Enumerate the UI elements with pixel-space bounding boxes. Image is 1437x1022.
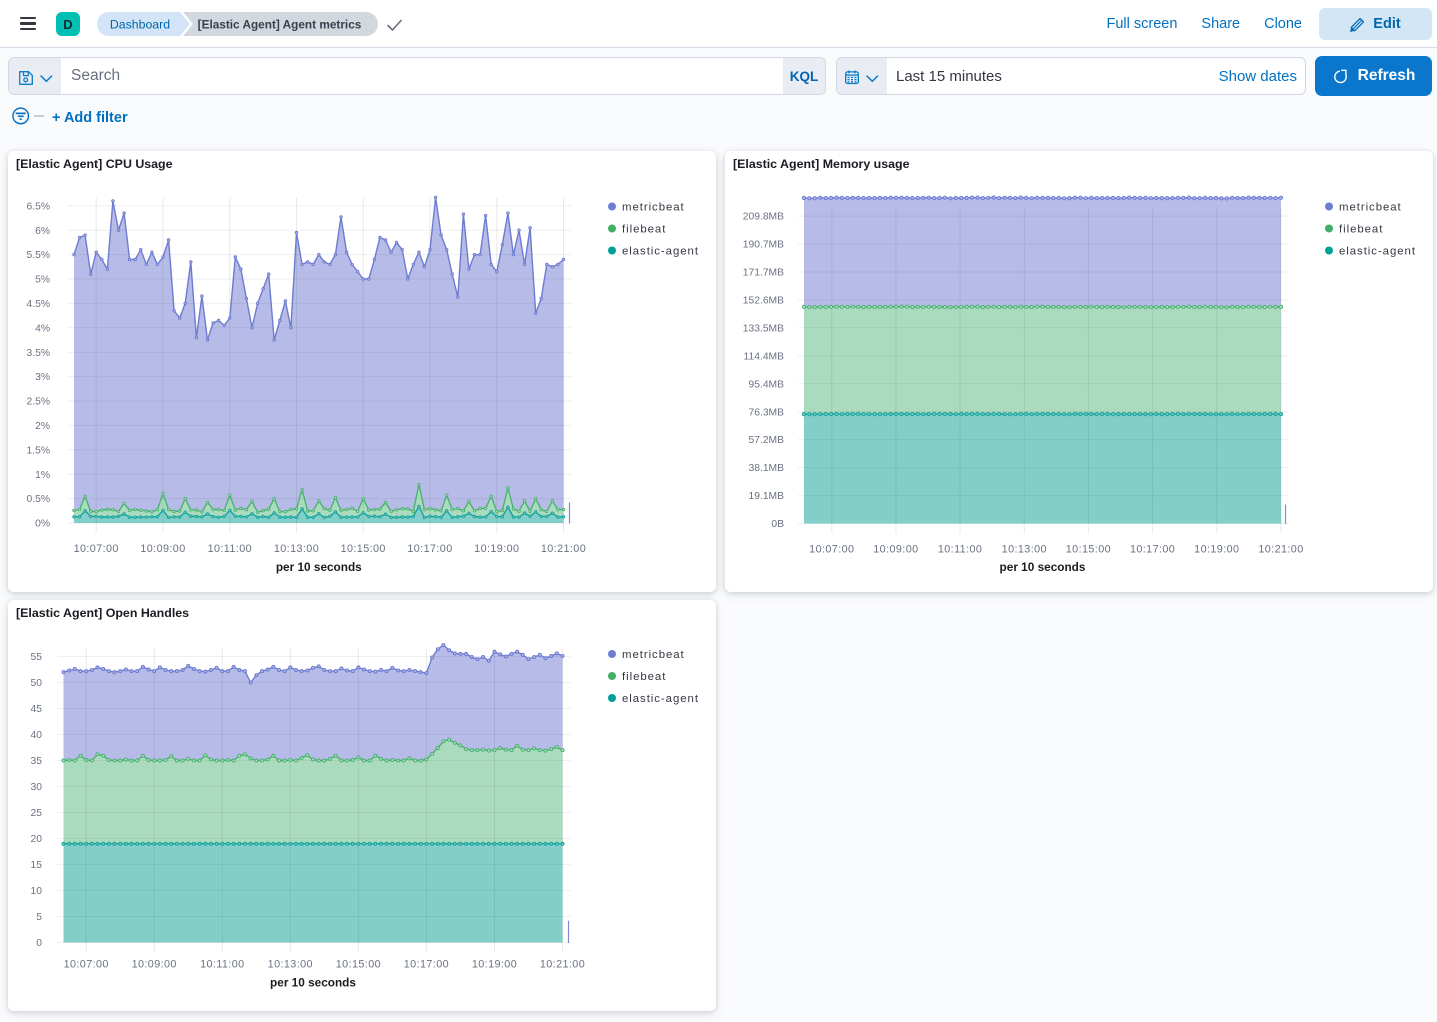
svg-text:0B: 0B — [771, 519, 784, 530]
svg-text:filebeat: filebeat — [1339, 224, 1383, 236]
svg-text:10:11:00: 10:11:00 — [200, 959, 244, 971]
svg-text:10:17:00: 10:17:00 — [404, 959, 449, 971]
svg-text:4%: 4% — [35, 323, 50, 334]
svg-text:10:13:00: 10:13:00 — [1002, 544, 1047, 556]
svg-text:133.5MB: 133.5MB — [743, 323, 784, 334]
svg-text:10:21:00: 10:21:00 — [541, 543, 586, 555]
svg-text:10: 10 — [31, 886, 43, 897]
svg-text:10:11:00: 10:11:00 — [938, 544, 982, 556]
svg-text:10:11:00: 10:11:00 — [208, 543, 252, 555]
svg-text:3%: 3% — [35, 372, 50, 383]
svg-text:40: 40 — [31, 730, 43, 741]
svg-text:6.5%: 6.5% — [27, 201, 50, 212]
svg-text:filebeat: filebeat — [622, 671, 666, 683]
svg-text:152.6MB: 152.6MB — [743, 296, 784, 307]
svg-text:[Elastic Agent] Open Handles: [Elastic Agent] Open Handles — [16, 606, 189, 620]
svg-text:5%: 5% — [35, 275, 50, 286]
svg-text:4.5%: 4.5% — [27, 299, 50, 310]
svg-text:10:07:00: 10:07:00 — [64, 959, 109, 971]
svg-text:10:07:00: 10:07:00 — [809, 544, 854, 556]
svg-text:171.7MB: 171.7MB — [743, 268, 784, 279]
svg-text:10:17:00: 10:17:00 — [1130, 544, 1175, 556]
svg-text:57.2MB: 57.2MB — [749, 435, 785, 446]
svg-text:25: 25 — [31, 808, 43, 819]
svg-text:10:07:00: 10:07:00 — [74, 543, 119, 555]
svg-text:elastic-agent: elastic-agent — [622, 693, 699, 705]
svg-text:metricbeat: metricbeat — [622, 202, 685, 214]
svg-text:10:19:00: 10:19:00 — [474, 543, 519, 555]
svg-text:metricbeat: metricbeat — [622, 649, 685, 661]
svg-text:10:13:00: 10:13:00 — [274, 543, 319, 555]
svg-text:5.5%: 5.5% — [27, 250, 50, 261]
svg-text:[Elastic Agent] CPU Usage: [Elastic Agent] CPU Usage — [16, 157, 173, 171]
svg-text:elastic-agent: elastic-agent — [622, 246, 699, 258]
svg-text:5: 5 — [36, 912, 42, 923]
svg-text:10:21:00: 10:21:00 — [540, 959, 585, 971]
svg-text:10:15:00: 10:15:00 — [341, 543, 386, 555]
svg-text:20: 20 — [31, 834, 43, 845]
svg-text:Dashboard: Dashboard — [110, 18, 170, 32]
svg-text:per 10 seconds: per 10 seconds — [270, 976, 356, 990]
svg-text:3.5%: 3.5% — [27, 348, 50, 359]
svg-text:10:13:00: 10:13:00 — [268, 959, 313, 971]
svg-text:55: 55 — [31, 652, 43, 663]
svg-text:10:09:00: 10:09:00 — [140, 543, 185, 555]
svg-text:95.4MB: 95.4MB — [749, 379, 785, 390]
svg-text:per 10 seconds: per 10 seconds — [276, 560, 362, 574]
svg-text:114.4MB: 114.4MB — [744, 351, 785, 362]
svg-text:1%: 1% — [35, 470, 50, 481]
svg-text:elastic-agent: elastic-agent — [1339, 246, 1416, 258]
svg-text:1.5%: 1.5% — [27, 445, 50, 456]
svg-text:19.1MB: 19.1MB — [749, 491, 785, 502]
svg-text:10:15:00: 10:15:00 — [336, 959, 381, 971]
svg-text:15: 15 — [31, 860, 43, 871]
svg-text:0: 0 — [36, 938, 42, 949]
svg-text:10:19:00: 10:19:00 — [1194, 544, 1239, 556]
svg-text:[Elastic Agent] Memory usage: [Elastic Agent] Memory usage — [733, 157, 910, 171]
svg-text:38.1MB: 38.1MB — [749, 463, 785, 474]
svg-text:209.8MB: 209.8MB — [743, 212, 784, 223]
svg-text:10:17:00: 10:17:00 — [407, 543, 452, 555]
svg-text:6%: 6% — [35, 226, 50, 237]
svg-text:30: 30 — [31, 782, 43, 793]
svg-text:2.5%: 2.5% — [27, 397, 50, 408]
svg-text:filebeat: filebeat — [622, 224, 666, 236]
svg-text:10:09:00: 10:09:00 — [132, 959, 177, 971]
svg-text:190.7MB: 190.7MB — [743, 240, 784, 251]
svg-text:35: 35 — [31, 756, 43, 767]
svg-text:10:19:00: 10:19:00 — [472, 959, 517, 971]
svg-text:50: 50 — [31, 678, 43, 689]
svg-text:[Elastic Agent] Agent metrics: [Elastic Agent] Agent metrics — [198, 18, 362, 32]
svg-text:10:15:00: 10:15:00 — [1066, 544, 1111, 556]
svg-text:10:09:00: 10:09:00 — [873, 544, 918, 556]
svg-text:45: 45 — [31, 704, 43, 715]
svg-text:per 10 seconds: per 10 seconds — [1000, 560, 1086, 574]
svg-text:0.5%: 0.5% — [27, 494, 50, 505]
svg-text:10:21:00: 10:21:00 — [1258, 544, 1303, 556]
svg-text:2%: 2% — [35, 421, 50, 432]
svg-text:metricbeat: metricbeat — [1339, 202, 1402, 214]
svg-text:0%: 0% — [35, 519, 50, 530]
svg-text:76.3MB: 76.3MB — [749, 407, 785, 418]
